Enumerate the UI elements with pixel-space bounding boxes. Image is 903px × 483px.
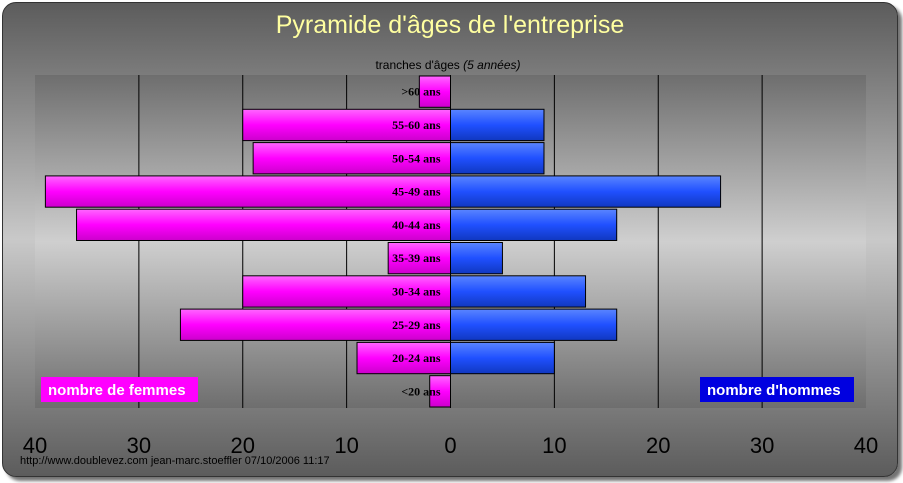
bar-women bbox=[387, 241, 451, 275]
x-tick-labels: 40 30 20 10 0 10 20 30 40 bbox=[23, 433, 878, 458]
bar-men bbox=[450, 108, 545, 142]
category-label: >60 ans bbox=[401, 85, 441, 99]
bar-women bbox=[242, 108, 451, 142]
x-tick-label: 0 bbox=[444, 433, 456, 458]
category-axis-label: tranches d'âges (5 années) bbox=[375, 58, 520, 72]
bar-women bbox=[429, 375, 452, 408]
bar-women bbox=[418, 75, 451, 108]
category-label: 50-54 ans bbox=[392, 151, 441, 165]
bar-men bbox=[450, 142, 545, 175]
x-tick-label: 40 bbox=[854, 433, 878, 458]
category-label: 20-24 ans bbox=[392, 351, 441, 365]
category-label: 25-29 ans bbox=[392, 318, 441, 332]
legend-men-label: nombre d'hommes bbox=[707, 382, 841, 399]
bar-men bbox=[450, 175, 722, 208]
x-tick-label: 10 bbox=[542, 433, 566, 458]
chart-title: Pyramide d'âges de l'entreprise bbox=[275, 11, 625, 39]
category-label: 30-34 ans bbox=[392, 284, 441, 298]
bar-women bbox=[242, 275, 451, 308]
category-labels: >60 ans 55-60 ans 50-54 ans 45-49 ans 40-44 … bbox=[392, 85, 441, 399]
footer-credit: http://www.doublevez.com jean-marc.stoef… bbox=[20, 455, 330, 467]
category-label: 40-44 ans bbox=[392, 218, 441, 232]
legend-men: nombre d'hommes bbox=[700, 377, 854, 402]
legend-women: nombre de femmes bbox=[41, 377, 198, 402]
category-label: 35-39 ans bbox=[392, 251, 441, 265]
bar-men bbox=[450, 208, 618, 242]
bar-men bbox=[450, 308, 618, 341]
bar-women bbox=[356, 341, 452, 375]
x-tick-label: 30 bbox=[750, 433, 774, 458]
legend-women-box bbox=[41, 377, 198, 402]
x-tick-label: 20 bbox=[231, 433, 255, 458]
bar-women bbox=[44, 175, 451, 208]
legend-men-box bbox=[700, 377, 854, 402]
bar-women bbox=[179, 308, 452, 341]
x-tick-label: 30 bbox=[127, 433, 151, 458]
category-label: 55-60 ans bbox=[392, 118, 441, 132]
x-tick-label: 40 bbox=[23, 433, 47, 458]
category-axis-label-note: (5 années) bbox=[463, 58, 520, 72]
x-tick-label: 10 bbox=[334, 433, 358, 458]
legend-women-label: nombre de femmes bbox=[48, 382, 186, 399]
bar-women bbox=[76, 208, 452, 242]
bar-men bbox=[450, 275, 587, 308]
bars bbox=[44, 75, 722, 408]
bar-men bbox=[450, 241, 503, 275]
bar-women bbox=[252, 142, 451, 175]
category-axis-label-prefix: tranches d'âges bbox=[375, 58, 459, 72]
bar-men bbox=[450, 341, 555, 375]
x-tick-label: 20 bbox=[646, 433, 670, 458]
category-label: <20 ans bbox=[401, 384, 441, 398]
category-label: 45-49 ans bbox=[392, 185, 441, 199]
